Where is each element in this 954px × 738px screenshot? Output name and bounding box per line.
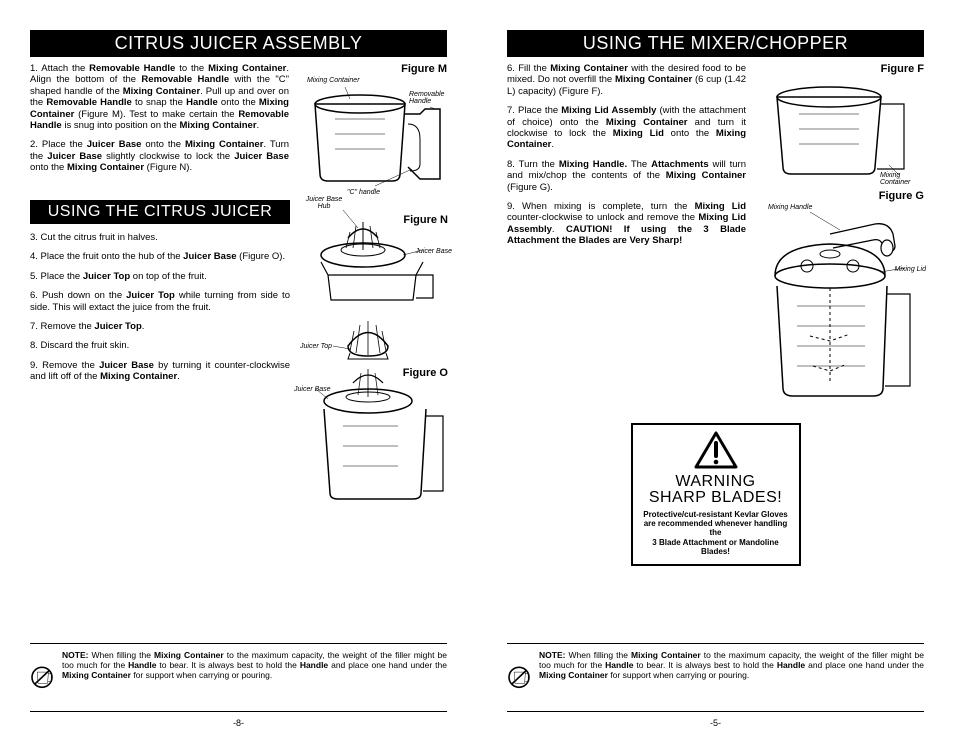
step-r6: 6. Fill the Mixing Container with the de…: [507, 63, 746, 97]
step-3: 3. Cut the citrus fruit in halves.: [30, 232, 290, 243]
mixer-text: 6. Fill the Mixing Container with the de…: [507, 63, 746, 407]
page-left: CITRUS JUICER ASSEMBLY 1. Attach the Rem…: [0, 0, 477, 738]
juicer-top-icon: [298, 311, 448, 501]
step-4: 4. Place the fruit onto the hub of the J…: [30, 251, 290, 262]
figures-f-g: Figure F Mixing Container Figure G Mixin…: [754, 63, 924, 407]
step-r8: 8. Turn the Mixing Handle. The Attachmen…: [507, 159, 746, 193]
page-right: USING THE MIXER/CHOPPER 6. Fill the Mixi…: [477, 0, 954, 738]
step-5: 5. Place the Juicer Top on top of the fr…: [30, 271, 290, 282]
step-2: 2. Place the Juicer Base onto the Mixing…: [30, 139, 289, 173]
step-r7: 7. Place the Mixing Lid Assembly (with t…: [507, 105, 746, 151]
step-6: 6. Push down on the Juicer Top while tur…: [30, 290, 290, 313]
heading-mixer-chopper: USING THE MIXER/CHOPPER: [507, 30, 924, 57]
assembly-text: 1. Attach the Removable Handle to the Mi…: [30, 63, 289, 200]
mixer-assembly-icon: [755, 206, 923, 401]
warning-triangle-icon: [694, 431, 738, 469]
figures-n-o: Juicer Base Hub Juicer Base Figure N: [298, 200, 448, 507]
figure-m: Figure M Mixing Container Removable Hand…: [297, 63, 447, 200]
no-overfill-icon: [507, 650, 531, 705]
step-r9: 9. When mixing is complete, turn the Mix…: [507, 201, 746, 247]
step-9: 9. Remove the Juicer Base by turning it …: [30, 360, 290, 383]
note-right: NOTE: When filling the Mixing Container …: [507, 643, 924, 712]
no-overfill-icon: [30, 650, 54, 705]
page-number-left: -8-: [0, 718, 477, 728]
step-8: 8. Discard the fruit skin.: [30, 340, 290, 351]
mixing-container-icon: [759, 79, 919, 179]
warning-box: WARNING SHARP BLADES! Protective/cut-res…: [631, 423, 801, 566]
step-7: 7. Remove the Juicer Top.: [30, 321, 290, 332]
step-1: 1. Attach the Removable Handle to the Mi…: [30, 63, 289, 131]
page-number-right: -5-: [477, 718, 954, 728]
note-left: NOTE: When filling the Mixing Container …: [30, 643, 447, 712]
heading-citrus-assembly: CITRUS JUICER ASSEMBLY: [30, 30, 447, 57]
heading-using-juicer: USING THE CITRUS JUICER: [30, 200, 290, 224]
